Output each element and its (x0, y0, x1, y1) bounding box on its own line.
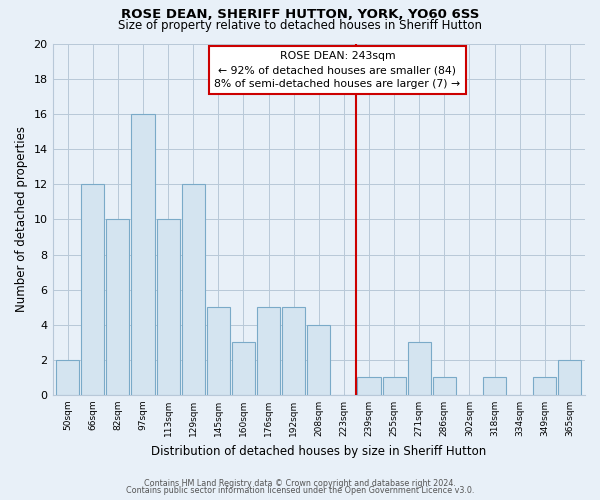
Bar (232, 342, 255, 395)
Bar (559, 360, 581, 395)
Y-axis label: Number of detached properties: Number of detached properties (15, 126, 28, 312)
Bar (282, 307, 305, 395)
Bar (257, 307, 280, 395)
Text: ROSE DEAN: 243sqm
← 92% of detached houses are smaller (84)
8% of semi-detached : ROSE DEAN: 243sqm ← 92% of detached hous… (214, 51, 460, 89)
Bar (81, 184, 104, 395)
Bar (407, 342, 431, 395)
Bar (182, 184, 205, 395)
Text: Contains public sector information licensed under the Open Government Licence v3: Contains public sector information licen… (126, 486, 474, 495)
Bar (358, 378, 380, 395)
Bar (533, 378, 556, 395)
Bar (383, 378, 406, 395)
Text: Contains HM Land Registry data © Crown copyright and database right 2024.: Contains HM Land Registry data © Crown c… (144, 479, 456, 488)
Bar (433, 378, 456, 395)
Text: ROSE DEAN, SHERIFF HUTTON, YORK, YO60 6SS: ROSE DEAN, SHERIFF HUTTON, YORK, YO60 6S… (121, 8, 479, 20)
Bar (56, 360, 79, 395)
X-axis label: Distribution of detached houses by size in Sheriff Hutton: Distribution of detached houses by size … (151, 444, 487, 458)
Bar (207, 307, 230, 395)
Bar (483, 378, 506, 395)
Bar (307, 324, 331, 395)
Bar (131, 114, 155, 395)
Text: Size of property relative to detached houses in Sheriff Hutton: Size of property relative to detached ho… (118, 18, 482, 32)
Bar (157, 220, 179, 395)
Bar (106, 220, 130, 395)
